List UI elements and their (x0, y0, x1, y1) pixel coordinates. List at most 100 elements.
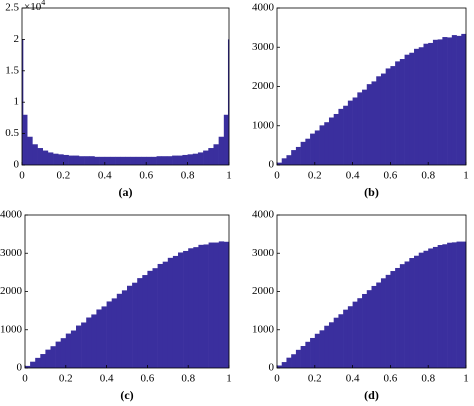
bar (47, 152, 54, 165)
bar (371, 81, 377, 165)
x-tick-label: 0.4 (346, 170, 360, 182)
bar (414, 255, 420, 368)
bar (177, 155, 183, 165)
bar (291, 150, 297, 165)
bar (277, 365, 283, 368)
bar (423, 250, 429, 368)
bar (390, 66, 396, 165)
bar (25, 365, 31, 368)
bar (193, 247, 199, 368)
bar (50, 346, 56, 368)
bar (338, 108, 344, 165)
bar (399, 59, 405, 165)
x-tick-label: 1 (463, 373, 469, 385)
bar (125, 156, 131, 165)
bar (55, 341, 61, 368)
bar (305, 341, 311, 368)
x-axis-label: (b) (364, 185, 379, 199)
y-tick-label: 1000 (252, 323, 275, 335)
bar (32, 144, 38, 165)
bar (130, 156, 137, 165)
bar (428, 42, 434, 166)
bar (109, 156, 116, 165)
y-tick-label: 0 (269, 159, 275, 171)
bar (390, 271, 396, 368)
bar (310, 337, 316, 368)
x-tick-label: 0.8 (181, 170, 195, 182)
bar (81, 322, 87, 368)
y-multiplier: ×104 (24, 0, 45, 13)
bar (91, 314, 97, 368)
x-axis-label: (c) (120, 388, 133, 402)
bar (135, 156, 142, 165)
bar (116, 293, 123, 368)
y-tick-label: 1000 (252, 119, 275, 131)
bar (404, 261, 410, 368)
bar (366, 290, 372, 368)
x-tick-label: 1 (463, 170, 469, 182)
x-tick-label: 0.8 (181, 373, 195, 385)
bar (23, 114, 28, 165)
bar (68, 155, 75, 165)
y-tick-label: 3000 (252, 41, 275, 53)
x-tick-label: 0.8 (421, 373, 435, 385)
bar (324, 122, 330, 165)
bar (27, 136, 33, 165)
chart: 0 0.5 1 1.5 2 2.5 0 0.2 0.4 0.6 0.8 1 (a) ×104 (5, 0, 232, 199)
bar (414, 48, 420, 165)
bar (347, 100, 353, 165)
bar (84, 156, 90, 165)
bar (203, 244, 209, 368)
bar (300, 141, 306, 165)
bar (187, 154, 194, 165)
bar (371, 285, 377, 368)
bar (319, 330, 325, 368)
bar (141, 156, 147, 165)
bar (104, 156, 111, 165)
bar (385, 68, 391, 165)
bar (218, 241, 225, 368)
bar (127, 285, 133, 368)
bar (376, 76, 382, 165)
bar (121, 290, 128, 368)
bar (30, 361, 36, 368)
bar (89, 156, 95, 165)
bar (172, 155, 178, 165)
x-tick-label: 0.4 (98, 170, 112, 182)
y-tick-label: 0 (14, 159, 20, 171)
bar (94, 156, 100, 165)
bar (188, 248, 194, 368)
bar (366, 84, 372, 165)
x-tick-label: 0.2 (57, 170, 71, 182)
bar (70, 330, 77, 368)
x-tick-label: 0.6 (141, 373, 155, 385)
bar (399, 264, 405, 368)
y-tick-label: 2.5 (5, 2, 19, 14)
y-tick-label: 1 (14, 96, 20, 108)
bar (115, 156, 121, 165)
bar (295, 349, 301, 368)
chart: 0 1000 2000 3000 4000 0 0.2 0.4 0.6 0.8 1 (c) (0, 209, 232, 402)
bar (461, 241, 467, 368)
bar (96, 309, 102, 368)
bar (65, 333, 72, 368)
bar (352, 97, 358, 165)
bar (362, 293, 368, 368)
bar (120, 156, 126, 165)
bar (324, 325, 330, 368)
bar (357, 92, 363, 165)
bar (99, 156, 106, 165)
bar (137, 278, 143, 368)
y-tick-label: 2000 (252, 80, 275, 92)
bar (63, 154, 69, 165)
bar (380, 278, 386, 368)
bar (183, 250, 189, 368)
x-axis-label: (d) (364, 388, 379, 402)
bar (357, 298, 363, 368)
bar (53, 153, 59, 165)
bar (213, 242, 220, 368)
y-tick-label: 0 (17, 362, 23, 374)
bar (300, 346, 306, 368)
x-tick-label: 1 (226, 373, 232, 385)
